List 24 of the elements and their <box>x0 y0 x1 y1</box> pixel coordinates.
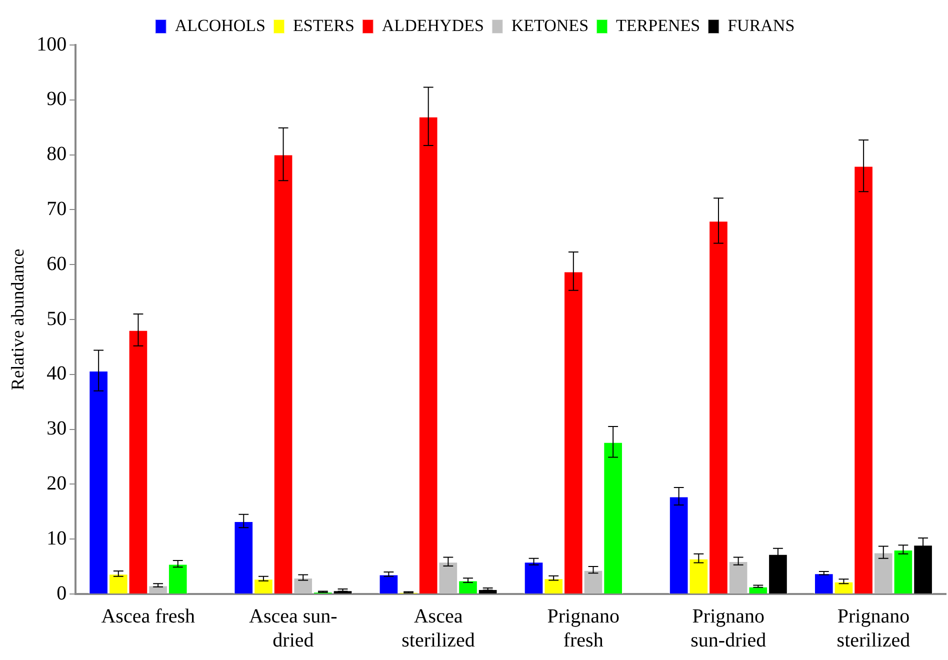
y-tick-label: 50 <box>46 308 67 330</box>
y-tick-label: 0 <box>56 582 67 604</box>
y-tick-label: 70 <box>46 198 67 220</box>
legend-label: ESTERS <box>293 16 354 35</box>
legend-label: TERPENES <box>616 16 700 35</box>
y-axis-title: Relative abundance <box>8 248 28 390</box>
x-tick-label: Ascea fresh <box>101 605 196 628</box>
y-tick-label: 40 <box>46 362 67 385</box>
y-tick-label: 10 <box>46 527 67 550</box>
x-tick-label: Prignano sun-dried <box>690 605 766 652</box>
y-tick-label: 30 <box>46 418 67 440</box>
y-tick-label: 20 <box>46 472 67 494</box>
legend-label: ALDEHYDES <box>382 16 484 35</box>
x-tick-label: Ascea sun-dried <box>249 605 338 652</box>
legend-label: ALCOHOLS <box>174 16 266 35</box>
legend-label: FURANS <box>728 16 795 35</box>
y-tick-label: 60 <box>46 252 67 275</box>
x-tick-label: Ascea sterilized <box>402 605 475 652</box>
y-tick-label: 90 <box>46 88 67 110</box>
x-tick-label: Prignano sterilized <box>836 605 910 652</box>
legend-label: KETONES <box>511 16 589 35</box>
y-tick-label: 100 <box>36 33 67 56</box>
x-tick-label: Prignano fresh <box>547 605 620 652</box>
y-tick-label: 80 <box>46 143 67 166</box>
